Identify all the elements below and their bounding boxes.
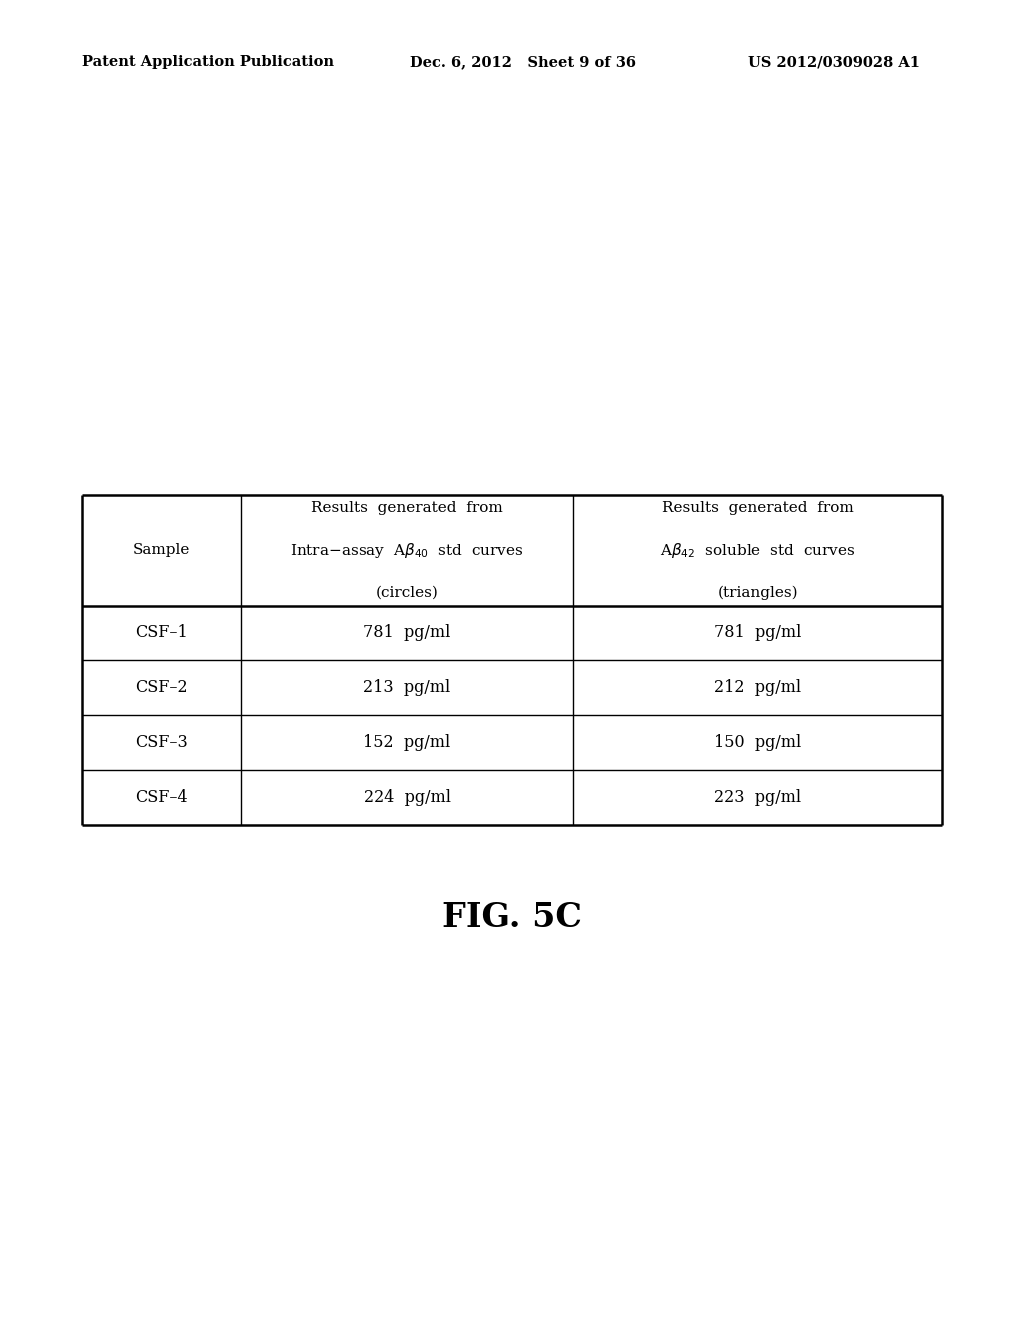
Text: 223  pg/ml: 223 pg/ml [714,789,802,807]
Text: 150  pg/ml: 150 pg/ml [714,734,802,751]
Text: 781  pg/ml: 781 pg/ml [714,624,802,642]
Text: CSF–2: CSF–2 [135,680,187,697]
Text: 224  pg/ml: 224 pg/ml [364,789,451,807]
Text: CSF–3: CSF–3 [135,734,187,751]
Text: US 2012/0309028 A1: US 2012/0309028 A1 [748,55,920,70]
Text: Results  generated  from: Results generated from [311,502,503,515]
Text: CSF–4: CSF–4 [135,789,187,807]
Text: FIG. 5C: FIG. 5C [442,902,582,935]
Text: (triangles): (triangles) [718,585,798,599]
Text: Sample: Sample [132,544,190,557]
Text: CSF–1: CSF–1 [135,624,187,642]
Text: Patent Application Publication: Patent Application Publication [82,55,334,70]
Text: Dec. 6, 2012   Sheet 9 of 36: Dec. 6, 2012 Sheet 9 of 36 [410,55,636,70]
Text: Results  generated  from: Results generated from [662,502,854,515]
Text: 152  pg/ml: 152 pg/ml [364,734,451,751]
Text: Intra$\mathsf{-}$assay  A$\beta_{40}$  std  curves: Intra$\mathsf{-}$assay A$\beta_{40}$ std… [291,541,523,560]
Text: A$\beta_{42}$  soluble  std  curves: A$\beta_{42}$ soluble std curves [660,541,855,560]
Text: 213  pg/ml: 213 pg/ml [364,680,451,697]
Text: (circles): (circles) [376,586,438,599]
Text: 212  pg/ml: 212 pg/ml [714,680,802,697]
Text: 781  pg/ml: 781 pg/ml [364,624,451,642]
